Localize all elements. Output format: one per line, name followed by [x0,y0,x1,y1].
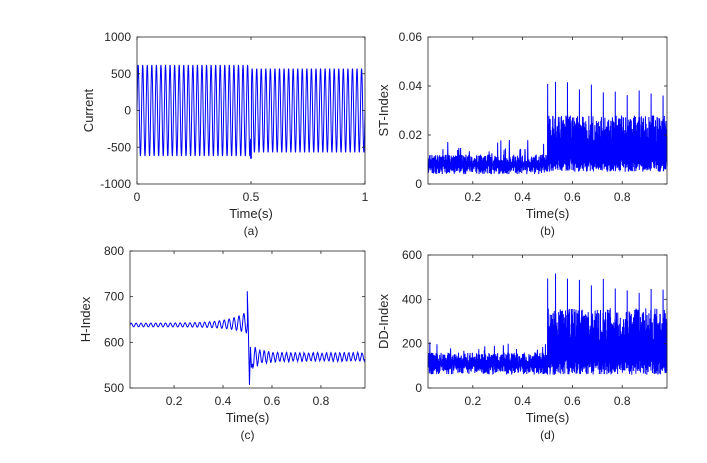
panel-c: 0.2 0.4 0.6 0.8 500 600 700 800 Time(s) H-Inde… [78,244,366,442]
panel-d-xtick-label: 0.8 [614,394,631,408]
panel-b-xtick-label: 0.2 [464,190,481,204]
panel-c-ytick-label: 800 [104,244,124,258]
panel-d-xlabel: Time(s) [526,410,570,425]
panel-c-ytick-label: 600 [104,335,124,349]
panel-c-xlabel: Time(s) [226,410,270,425]
panel-b-xtick-label: 0.4 [514,190,531,204]
panel-b-xtick-label: 0.8 [614,190,631,204]
panel-b-xlabel: Time(s) [526,206,570,221]
panel-b-ytick-label: 0.06 [399,30,423,44]
panel-d-line [427,273,668,375]
panel-a-ytick-label: 1000 [104,30,131,44]
panel-b-caption: (b) [540,224,555,238]
panel-b-xticks: 0.2 0.4 0.6 0.8 [464,37,631,204]
panel-c-xticks: 0.2 0.4 0.6 0.8 [166,251,330,408]
panel-c-frame [129,250,366,389]
panel-d-xticks: 0.2 0.4 0.6 0.8 [464,255,631,408]
panel-b-ylabel: ST-Index [376,84,391,137]
panel-b-ytick-label: 0 [415,177,422,191]
panel-d-ytick-label: 600 [402,248,422,262]
panel-d-xtick-label: 0.4 [514,394,531,408]
panel-a-xtick-label: 0 [134,190,141,204]
panel-d-ytick-label: 0 [415,381,422,395]
panel-d-caption: (d) [540,428,555,442]
panel-c-xtick-label: 0.6 [264,394,281,408]
panel-a-ytick-label: 500 [111,67,131,81]
panel-d: 0.2 0.4 0.6 0.8 0 200 400 600 Time(s) DD-Index… [376,248,668,442]
panel-c-ytick-label: 700 [104,290,124,304]
panel-a-xticks: 0 0.5 1 [134,37,369,204]
panel-a-line [136,64,366,159]
panel-c-xtick-label: 0.2 [166,394,183,408]
panel-c-line [129,291,366,385]
panel-a-caption: (a) [244,224,259,238]
panel-b-line [427,81,668,175]
panel-a-ytick-label: 0 [124,104,131,118]
panel-a-xlabel: Time(s) [229,206,273,221]
panel-d-yticks: 0 200 400 600 [402,248,667,395]
panel-b: 0.2 0.4 0.6 0.8 0 0.02 0.04 0.06 Time(s) ST-In… [376,30,668,238]
panel-b-yticks: 0 0.02 0.04 0.06 [399,30,667,191]
panel-d-ylabel: DD-Index [376,294,391,349]
panel-d-frame [427,254,668,389]
panel-c-ytick-label: 500 [104,381,124,395]
panel-a-ylabel: Current [81,88,96,132]
panel-a-ytick-label: -1000 [100,177,131,191]
panel-a-xtick-label: 1 [362,190,369,204]
panel-b-ytick-label: 0.02 [399,128,423,142]
panel-a-xtick-label: 0.5 [243,190,260,204]
panel-a-ytick-label: -500 [107,140,131,154]
panel-c-xtick-label: 0.4 [215,394,232,408]
panel-a-yticks: -1000 -500 0 500 1000 [100,30,365,191]
panel-c-yticks: 500 600 700 800 [104,244,365,395]
panel-b-ytick-label: 0.04 [399,79,423,93]
panel-b-frame [427,36,668,185]
panel-b-xtick-label: 0.6 [564,190,581,204]
panel-c-ylabel: H-Index [78,296,93,342]
panel-c-caption: (c) [241,428,255,442]
panel-c-xtick-label: 0.8 [313,394,330,408]
panel-d-xtick-label: 0.2 [464,394,481,408]
panel-d-ytick-label: 200 [402,337,422,351]
panel-d-ytick-label: 400 [402,292,422,306]
panel-d-xtick-label: 0.6 [564,394,581,408]
